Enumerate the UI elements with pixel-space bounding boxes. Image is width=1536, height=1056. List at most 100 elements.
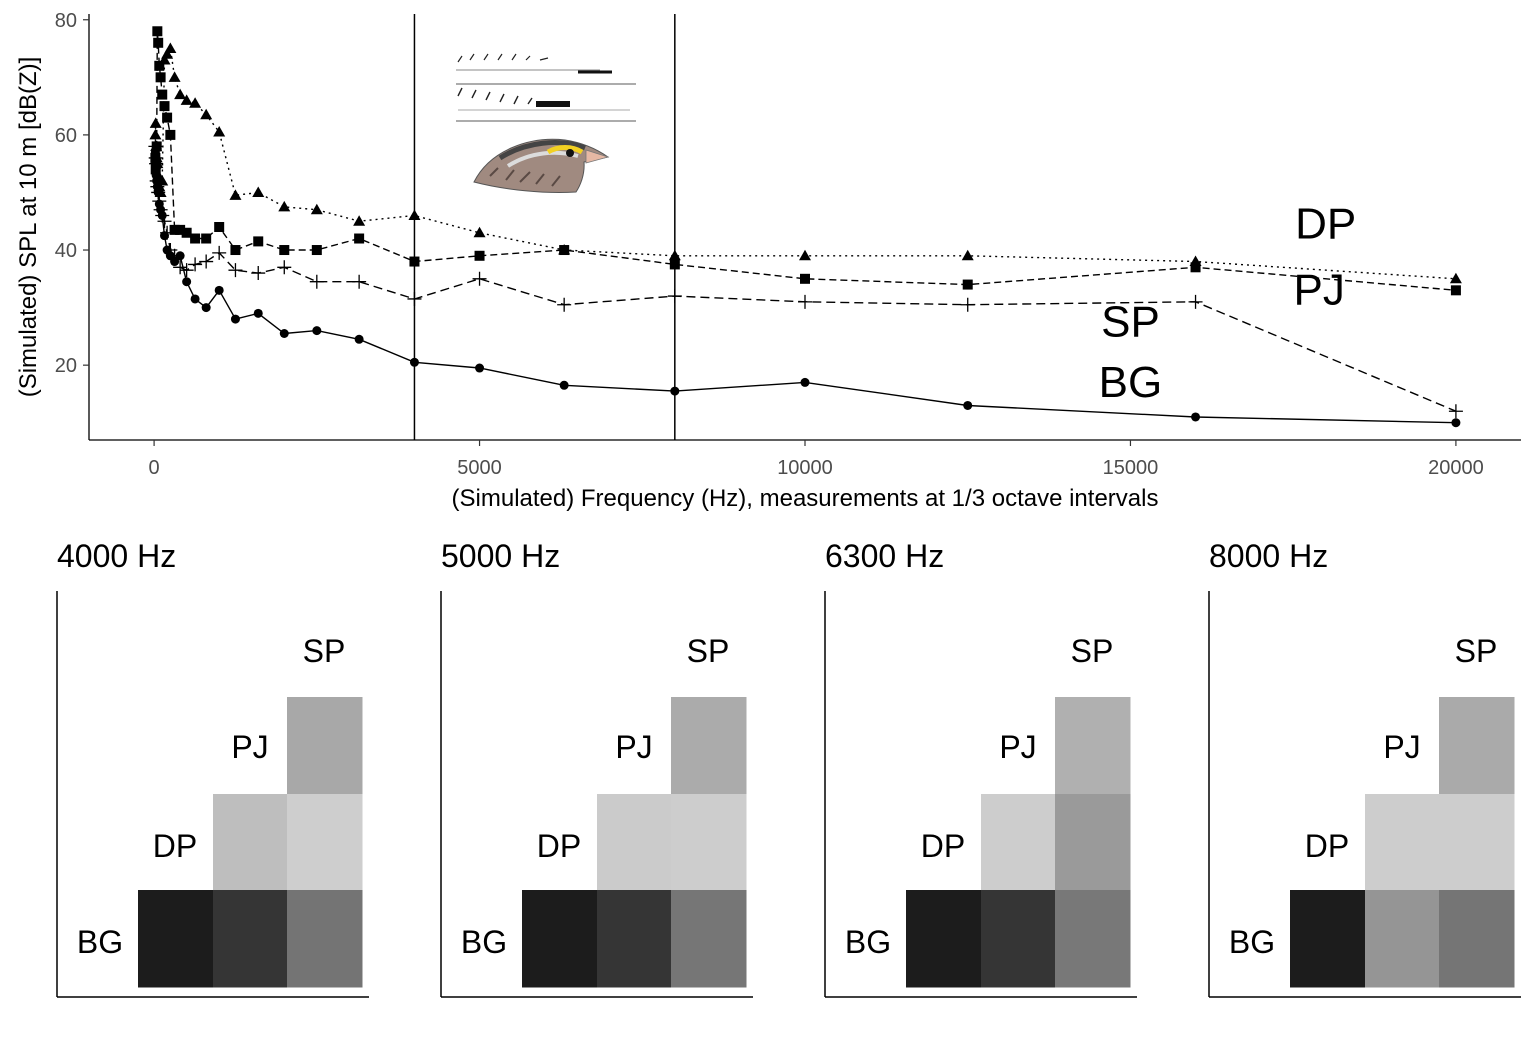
pair-label-sp: SP — [1455, 633, 1498, 669]
pair-label-dp: DP — [921, 828, 965, 864]
heatmap-cell — [287, 890, 363, 988]
pair-label-sp: SP — [303, 633, 346, 669]
heatmap-cell — [522, 890, 598, 988]
heatmap-cell — [981, 794, 1057, 892]
point-dp — [961, 249, 974, 261]
y-tick-label: 60 — [55, 125, 77, 147]
series-label-sp: SP — [1101, 297, 1160, 346]
x-tick-label: 15000 — [1103, 457, 1159, 479]
panel-title: 8000 Hz — [1209, 538, 1328, 574]
pair-label-pj: PJ — [231, 729, 268, 765]
point-pj — [162, 112, 173, 123]
point-sp — [1188, 294, 1203, 309]
point-dp — [200, 108, 213, 120]
point-pj — [474, 250, 485, 261]
heatmap-cell — [1055, 697, 1131, 795]
series-labels: DP PJ SP BG — [1099, 200, 1357, 407]
pair-label-sp: SP — [687, 633, 730, 669]
point-sp — [188, 257, 203, 272]
point-bg — [475, 363, 485, 373]
point-pj — [154, 60, 165, 71]
point-dp — [149, 117, 162, 128]
point-sp — [251, 266, 266, 281]
heatmap-cell — [981, 890, 1057, 988]
point-dp — [149, 128, 162, 140]
heatmap-cell — [671, 890, 747, 988]
point-dp — [668, 249, 681, 261]
point-pj — [153, 37, 164, 48]
spectrogram-picture — [456, 53, 636, 122]
x-tick-label: 10000 — [777, 457, 833, 479]
y-tick-label: 40 — [55, 240, 77, 262]
pair-label-bg: BG — [77, 924, 123, 960]
point-pj — [201, 233, 212, 244]
panel-title: 6300 Hz — [825, 538, 944, 574]
point-pj — [1450, 285, 1461, 296]
point-pj — [253, 236, 264, 247]
point-sp — [309, 274, 324, 289]
point-pj — [669, 259, 680, 270]
heatmap-panels: 4000 Hz SP PJ DP BG 5000 Hz SP PJ DP BG 6300 Hz SP P… — [56, 538, 1521, 998]
point-bg — [214, 285, 224, 295]
point-pj — [559, 245, 570, 256]
point-pj — [354, 233, 365, 244]
point-dp — [229, 189, 242, 200]
heatmap-panel-5000-hz: 5000 Hz SP PJ DP BG — [440, 538, 753, 998]
pair-label-dp: DP — [1305, 828, 1349, 864]
heatmap-cell — [671, 697, 747, 795]
heatmap-cell — [1439, 697, 1515, 795]
point-pj — [962, 279, 973, 290]
series-label-dp: DP — [1295, 200, 1356, 249]
point-bg — [963, 400, 973, 410]
point-pj — [169, 224, 180, 235]
point-bg — [1191, 412, 1201, 422]
heatmap-cell — [1290, 890, 1366, 988]
point-pj — [311, 245, 322, 256]
series-lines — [154, 31, 1457, 424]
heatmap-cell — [1439, 794, 1515, 892]
heatmap-cell — [1365, 890, 1441, 988]
point-dp — [408, 209, 421, 220]
point-dp — [189, 97, 202, 108]
point-sp — [1448, 404, 1463, 419]
point-dp — [278, 200, 291, 212]
point-pj — [214, 222, 225, 232]
pair-label-sp: SP — [1071, 633, 1114, 669]
heatmap-cell — [1055, 890, 1131, 988]
heatmap-panel-8000-hz: 8000 Hz SP PJ DP BG — [1208, 538, 1521, 998]
point-bg — [279, 329, 289, 338]
point-pj — [155, 72, 166, 83]
point-dp — [164, 42, 177, 54]
point-sp — [798, 294, 812, 309]
point-sp — [352, 274, 367, 289]
panel-title: 5000 Hz — [441, 538, 560, 574]
point-dp — [473, 226, 486, 238]
line-chart: 0 5000 10000 15000 20000 20 40 60 80 DP PJ SP BG (… — [15, 10, 1521, 512]
point-dp — [1449, 272, 1462, 284]
point-pj — [152, 26, 163, 37]
point-dp — [252, 186, 265, 197]
bird-picture — [473, 138, 610, 194]
y-ticks: 20 40 60 80 — [55, 10, 89, 377]
point-bg — [409, 357, 419, 367]
heatmap-cell — [597, 890, 673, 988]
point-bg — [170, 257, 180, 267]
point-pj — [159, 101, 170, 112]
point-sp — [228, 263, 243, 278]
heatmap-cell — [1365, 794, 1441, 892]
point-bg — [153, 187, 163, 197]
pair-label-bg: BG — [1229, 924, 1275, 960]
x-tick-label: 20000 — [1428, 457, 1484, 479]
point-pj — [230, 245, 241, 256]
y-axis-title: (Simulated) SPL at 10 m [dB(Z)] — [15, 57, 42, 398]
pair-label-bg: BG — [845, 924, 891, 960]
heatmap-cell — [1439, 890, 1515, 988]
reference-lines — [413, 14, 676, 440]
series-line-dp — [154, 46, 1456, 280]
point-dp — [310, 203, 323, 215]
point-sp — [472, 271, 487, 286]
point-bg — [1451, 418, 1461, 428]
point-pj — [157, 89, 168, 100]
heatmap-cell — [287, 697, 363, 795]
